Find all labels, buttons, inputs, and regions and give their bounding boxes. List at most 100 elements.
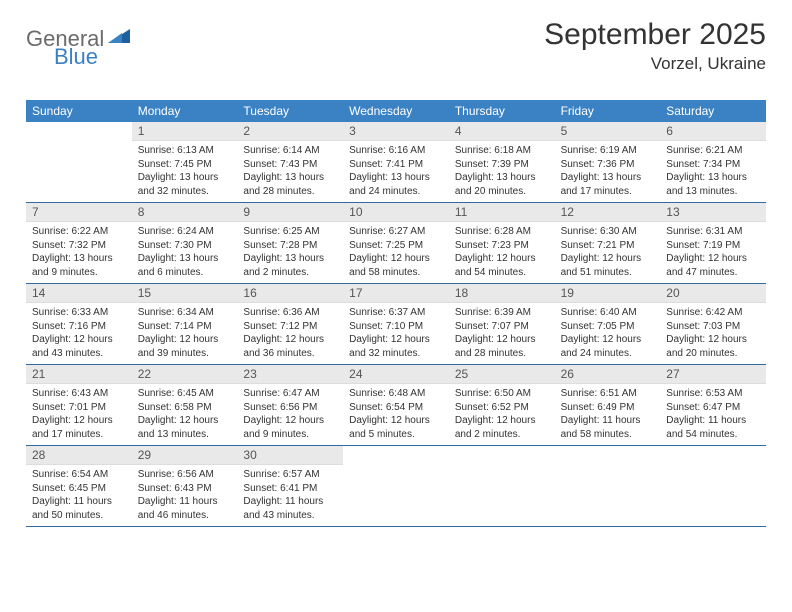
day-body: Sunrise: 6:34 AMSunset: 7:14 PMDaylight:… <box>132 303 238 364</box>
sunset-line: Sunset: 6:58 PM <box>138 401 232 415</box>
day-body: Sunrise: 6:54 AMSunset: 6:45 PMDaylight:… <box>26 465 132 526</box>
day-cell: 23 Sunrise: 6:47 AMSunset: 6:56 PMDayligh… <box>237 365 343 445</box>
sunset-line: Sunset: 6:49 PM <box>561 401 655 415</box>
day-body: Sunrise: 6:24 AMSunset: 7:30 PMDaylight:… <box>132 222 238 283</box>
week-row: 1Sunrise: 6:13 AMSunset: 7:45 PMDaylight… <box>26 122 766 203</box>
sunrise-line: Sunrise: 6:28 AM <box>455 225 549 239</box>
day-number: 26 <box>555 365 661 384</box>
day-cell <box>660 446 766 526</box>
daylight-line: Daylight: 13 hours and 17 minutes. <box>561 171 655 198</box>
day-cell: 13Sunrise: 6:31 AMSunset: 7:19 PMDayligh… <box>660 203 766 283</box>
sunrise-line: Sunrise: 6:27 AM <box>349 225 443 239</box>
week-row: 21Sunrise: 6:43 AMSunset: 7:01 PMDayligh… <box>26 365 766 446</box>
logo-text-blue: Blue <box>54 44 98 69</box>
day-number: 20 <box>660 284 766 303</box>
day-number: 13 <box>660 203 766 222</box>
day-number: 28 <box>26 446 132 465</box>
daylight-line: Daylight: 13 hours and 24 minutes. <box>349 171 443 198</box>
sunset-line: Sunset: 7:07 PM <box>455 320 549 334</box>
day-number: 23 <box>237 365 343 384</box>
sunset-line: Sunset: 7:23 PM <box>455 239 549 253</box>
day-cell: 21Sunrise: 6:43 AMSunset: 7:01 PMDayligh… <box>26 365 132 445</box>
sunrise-line: Sunrise: 6:43 AM <box>32 387 126 401</box>
sunrise-line: Sunrise: 6:47 AM <box>243 387 337 401</box>
daylight-line: Daylight: 12 hours and 39 minutes. <box>138 333 232 360</box>
sunset-line: Sunset: 7:39 PM <box>455 158 549 172</box>
day-number: 22 <box>132 365 238 384</box>
day-body: Sunrise: 6:37 AMSunset: 7:10 PMDaylight:… <box>343 303 449 364</box>
sunrise-line: Sunrise: 6:18 AM <box>455 144 549 158</box>
location-label: Vorzel, Ukraine <box>544 54 766 74</box>
day-cell: 1Sunrise: 6:13 AMSunset: 7:45 PMDaylight… <box>132 122 238 202</box>
day-body: Sunrise: 6:22 AMSunset: 7:32 PMDaylight:… <box>26 222 132 283</box>
day-number: 4 <box>449 122 555 141</box>
day-body: Sunrise: 6:14 AMSunset: 7:43 PMDaylight:… <box>237 141 343 202</box>
daylight-line: Daylight: 12 hours and 2 minutes. <box>455 414 549 441</box>
sunrise-line: Sunrise: 6:40 AM <box>561 306 655 320</box>
day-number: 7 <box>26 203 132 222</box>
day-cell <box>449 446 555 526</box>
sunset-line: Sunset: 7:05 PM <box>561 320 655 334</box>
day-number: 10 <box>343 203 449 222</box>
daylight-line: Daylight: 13 hours and 6 minutes. <box>138 252 232 279</box>
sunset-line: Sunset: 6:54 PM <box>349 401 443 415</box>
sunset-line: Sunset: 7:03 PM <box>666 320 760 334</box>
sunrise-line: Sunrise: 6:54 AM <box>32 468 126 482</box>
day-cell: 5Sunrise: 6:19 AMSunset: 7:36 PMDaylight… <box>555 122 661 202</box>
day-body: Sunrise: 6:48 AMSunset: 6:54 PMDaylight:… <box>343 384 449 445</box>
sunset-line: Sunset: 7:01 PM <box>32 401 126 415</box>
sunset-line: Sunset: 7:16 PM <box>32 320 126 334</box>
day-body: Sunrise: 6:39 AMSunset: 7:07 PMDaylight:… <box>449 303 555 364</box>
day-body: Sunrise: 6:13 AMSunset: 7:45 PMDaylight:… <box>132 141 238 202</box>
sunset-line: Sunset: 6:56 PM <box>243 401 337 415</box>
sunset-line: Sunset: 7:36 PM <box>561 158 655 172</box>
day-number: 30 <box>237 446 343 465</box>
sunrise-line: Sunrise: 6:34 AM <box>138 306 232 320</box>
daylight-line: Daylight: 12 hours and 28 minutes. <box>455 333 549 360</box>
day-cell: 22Sunrise: 6:45 AMSunset: 6:58 PMDayligh… <box>132 365 238 445</box>
sunrise-line: Sunrise: 6:36 AM <box>243 306 337 320</box>
daylight-line: Daylight: 12 hours and 51 minutes. <box>561 252 655 279</box>
day-number: 17 <box>343 284 449 303</box>
day-number: 15 <box>132 284 238 303</box>
sunset-line: Sunset: 6:41 PM <box>243 482 337 496</box>
weekday-sunday: Sunday <box>26 100 132 122</box>
sunrise-line: Sunrise: 6:56 AM <box>138 468 232 482</box>
daylight-line: Daylight: 12 hours and 9 minutes. <box>243 414 337 441</box>
month-title: September 2025 <box>544 18 766 52</box>
day-cell: 16Sunrise: 6:36 AMSunset: 7:12 PMDayligh… <box>237 284 343 364</box>
sunrise-line: Sunrise: 6:51 AM <box>561 387 655 401</box>
daylight-line: Daylight: 11 hours and 58 minutes. <box>561 414 655 441</box>
sunrise-line: Sunrise: 6:45 AM <box>138 387 232 401</box>
day-number: 9 <box>237 203 343 222</box>
daylight-line: Daylight: 13 hours and 28 minutes. <box>243 171 337 198</box>
sunset-line: Sunset: 7:34 PM <box>666 158 760 172</box>
day-body: Sunrise: 6:36 AMSunset: 7:12 PMDaylight:… <box>237 303 343 364</box>
week-row: 14Sunrise: 6:33 AMSunset: 7:16 PMDayligh… <box>26 284 766 365</box>
day-body: Sunrise: 6:18 AMSunset: 7:39 PMDaylight:… <box>449 141 555 202</box>
sunrise-line: Sunrise: 6:30 AM <box>561 225 655 239</box>
sunset-line: Sunset: 7:45 PM <box>138 158 232 172</box>
sunset-line: Sunset: 7:12 PM <box>243 320 337 334</box>
day-number: 1 <box>132 122 238 141</box>
day-cell: 12Sunrise: 6:30 AMSunset: 7:21 PMDayligh… <box>555 203 661 283</box>
sunset-line: Sunset: 6:45 PM <box>32 482 126 496</box>
day-body: Sunrise: 6:16 AMSunset: 7:41 PMDaylight:… <box>343 141 449 202</box>
sunset-line: Sunset: 7:21 PM <box>561 239 655 253</box>
daylight-line: Daylight: 13 hours and 2 minutes. <box>243 252 337 279</box>
day-body: Sunrise: 6:51 AMSunset: 6:49 PMDaylight:… <box>555 384 661 445</box>
day-body: Sunrise: 6:40 AMSunset: 7:05 PMDaylight:… <box>555 303 661 364</box>
day-number: 18 <box>449 284 555 303</box>
daylight-line: Daylight: 12 hours and 20 minutes. <box>666 333 760 360</box>
daylight-line: Daylight: 12 hours and 5 minutes. <box>349 414 443 441</box>
daylight-line: Daylight: 12 hours and 17 minutes. <box>32 414 126 441</box>
daylight-line: Daylight: 11 hours and 43 minutes. <box>243 495 337 522</box>
day-cell: 4Sunrise: 6:18 AMSunset: 7:39 PMDaylight… <box>449 122 555 202</box>
day-body: Sunrise: 6:30 AMSunset: 7:21 PMDaylight:… <box>555 222 661 283</box>
day-cell: 8Sunrise: 6:24 AMSunset: 7:30 PMDaylight… <box>132 203 238 283</box>
weekday-wednesday: Wednesday <box>343 100 449 122</box>
day-body: Sunrise: 6:53 AMSunset: 6:47 PMDaylight:… <box>660 384 766 445</box>
daylight-line: Daylight: 12 hours and 36 minutes. <box>243 333 337 360</box>
sunset-line: Sunset: 7:19 PM <box>666 239 760 253</box>
weekday-monday: Monday <box>132 100 238 122</box>
